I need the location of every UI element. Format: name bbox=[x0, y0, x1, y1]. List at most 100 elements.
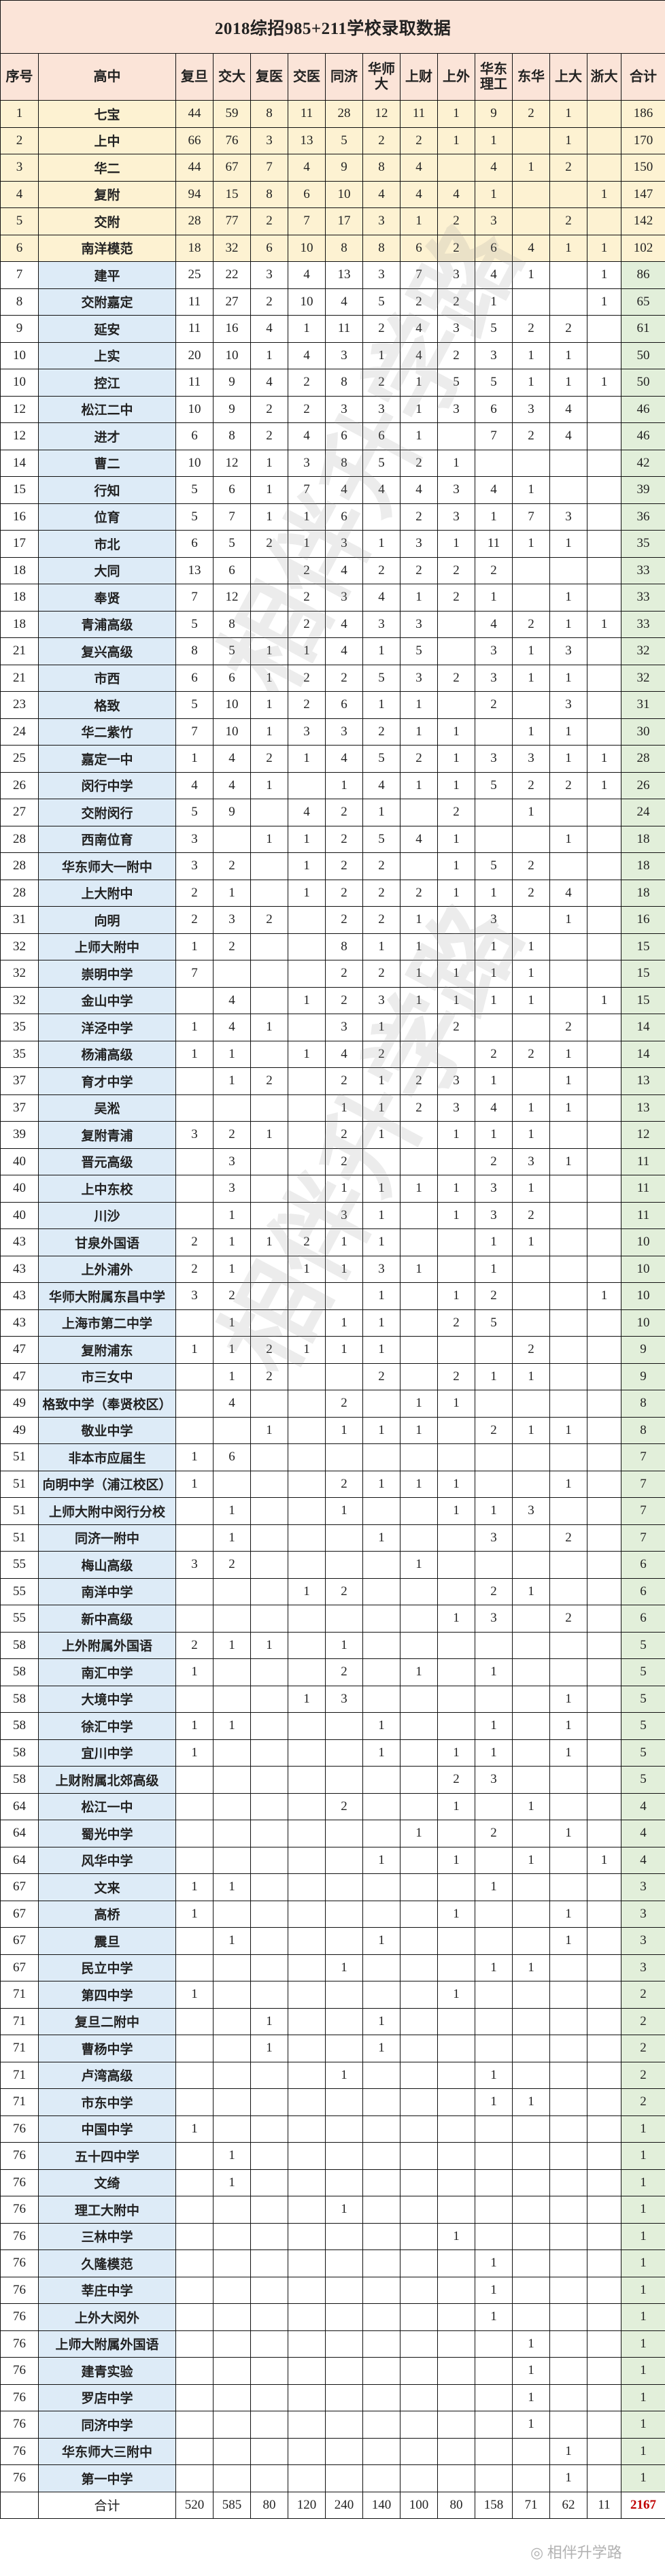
count-cell bbox=[213, 1577, 251, 1605]
table-body: 1 七宝 44 59 8 11 28 12 11 1 9 2 1 186 2 上中 66 76 3 13 5 2 2 1 1 1 1… bbox=[0, 100, 665, 2492]
count-cell bbox=[250, 2115, 288, 2143]
count-cell: 1 bbox=[475, 1954, 513, 1981]
row-total-cell: 186 bbox=[620, 100, 665, 128]
count-cell: 11 bbox=[288, 100, 326, 128]
count-cell: 2 bbox=[325, 825, 363, 853]
school-name-cell: 金山中学 bbox=[38, 986, 176, 1014]
count-cell: 1 bbox=[512, 1094, 550, 1122]
count-cell bbox=[400, 1981, 438, 2009]
rank-cell: 35 bbox=[0, 1040, 39, 1068]
count-cell bbox=[250, 986, 288, 1014]
count-cell bbox=[549, 2196, 587, 2224]
rank-cell: 76 bbox=[0, 2357, 39, 2385]
count-cell bbox=[512, 1658, 550, 1686]
count-cell bbox=[400, 1201, 438, 1229]
count-cell: 2 bbox=[325, 1792, 363, 1820]
rank-cell: 67 bbox=[0, 1873, 39, 1901]
count-cell bbox=[437, 1524, 475, 1552]
count-cell bbox=[362, 1390, 400, 1418]
count-cell bbox=[512, 1820, 550, 1847]
count-cell bbox=[475, 2142, 513, 2170]
count-cell: 1 bbox=[549, 1416, 587, 1444]
count-cell bbox=[437, 1148, 475, 1175]
count-cell: 2 bbox=[213, 1121, 251, 1149]
count-cell: 6 bbox=[175, 530, 214, 558]
row-total-cell: 1 bbox=[620, 2222, 665, 2250]
count-cell: 6 bbox=[213, 476, 251, 504]
school-name-cell: 延安 bbox=[38, 315, 176, 343]
count-cell bbox=[213, 825, 251, 853]
count-cell bbox=[175, 1792, 214, 1820]
count-cell bbox=[512, 1605, 550, 1633]
count-cell: 2 bbox=[288, 691, 326, 719]
count-cell: 2 bbox=[325, 986, 363, 1014]
count-cell bbox=[325, 2035, 363, 2062]
count-cell: 2 bbox=[475, 1040, 513, 1068]
count-cell: 7 bbox=[175, 584, 214, 612]
count-cell: 20 bbox=[175, 341, 214, 369]
count-cell: 1 bbox=[587, 180, 621, 208]
count-cell: 6 bbox=[325, 691, 363, 719]
rank-cell: 28 bbox=[0, 852, 39, 880]
count-cell: 28 bbox=[325, 100, 363, 128]
count-cell bbox=[250, 933, 288, 960]
count-cell: 1 bbox=[512, 1228, 550, 1256]
rank-cell: 18 bbox=[0, 610, 39, 638]
school-name-cell: 大同 bbox=[38, 556, 176, 584]
count-cell: 1 bbox=[437, 825, 475, 853]
count-cell bbox=[587, 2383, 621, 2411]
count-cell bbox=[400, 1309, 438, 1337]
row-total-cell: 28 bbox=[620, 745, 665, 773]
table-row: 43 华师大附属东昌中学 3 2 1 1 2 1 10 bbox=[0, 1282, 665, 1310]
count-cell: 1 bbox=[288, 745, 326, 773]
count-cell: 1 bbox=[400, 1470, 438, 1498]
count-cell: 1 bbox=[512, 2383, 550, 2411]
count-cell: 2 bbox=[288, 556, 326, 584]
school-name-cell: 南洋中学 bbox=[38, 1577, 176, 1605]
count-cell bbox=[587, 1551, 621, 1579]
count-cell bbox=[362, 1631, 400, 1659]
count-cell: 4 bbox=[512, 234, 550, 262]
count-cell bbox=[587, 1336, 621, 1364]
school-name-cell: 梅山高级 bbox=[38, 1551, 176, 1579]
count-cell bbox=[213, 1981, 251, 2009]
count-cell: 1 bbox=[250, 1014, 288, 1041]
count-cell: 2 bbox=[175, 879, 214, 907]
count-cell: 1 bbox=[400, 369, 438, 397]
count-cell bbox=[400, 2303, 438, 2331]
count-cell bbox=[325, 1524, 363, 1552]
count-cell bbox=[475, 1685, 513, 1713]
count-cell: 2 bbox=[437, 1309, 475, 1337]
count-cell bbox=[549, 1255, 587, 1283]
count-cell bbox=[549, 1658, 587, 1686]
school-name-cell: 宜川中学 bbox=[38, 1739, 176, 1767]
count-cell bbox=[175, 2464, 214, 2492]
count-cell bbox=[587, 449, 621, 477]
rank-cell: 76 bbox=[0, 2196, 39, 2224]
count-cell bbox=[325, 2142, 363, 2170]
count-cell bbox=[250, 960, 288, 988]
count-cell: 1 bbox=[512, 530, 550, 558]
count-cell bbox=[512, 906, 550, 934]
count-cell: 1 bbox=[475, 503, 513, 531]
count-cell bbox=[325, 2088, 363, 2116]
logo-text: 相伴升学路 bbox=[547, 2544, 622, 2561]
count-cell bbox=[512, 1255, 550, 1283]
count-cell: 1 bbox=[213, 1201, 251, 1229]
count-cell: 1 bbox=[213, 1524, 251, 1552]
count-cell bbox=[288, 1014, 326, 1041]
count-cell: 1 bbox=[362, 799, 400, 826]
count-cell: 1 bbox=[250, 2007, 288, 2035]
count-cell bbox=[512, 1927, 550, 1955]
count-cell: 1 bbox=[512, 154, 550, 182]
row-total-cell: 9 bbox=[620, 1362, 665, 1390]
count-cell: 8 bbox=[362, 234, 400, 262]
count-cell bbox=[512, 1631, 550, 1659]
row-total-cell: 4 bbox=[620, 1792, 665, 1820]
count-cell bbox=[288, 2464, 326, 2492]
count-cell bbox=[325, 1712, 363, 1740]
count-cell bbox=[587, 1685, 621, 1713]
count-cell bbox=[400, 2330, 438, 2358]
school-name-cell: 五十四中学 bbox=[38, 2142, 176, 2170]
rank-cell: 7 bbox=[0, 261, 39, 289]
